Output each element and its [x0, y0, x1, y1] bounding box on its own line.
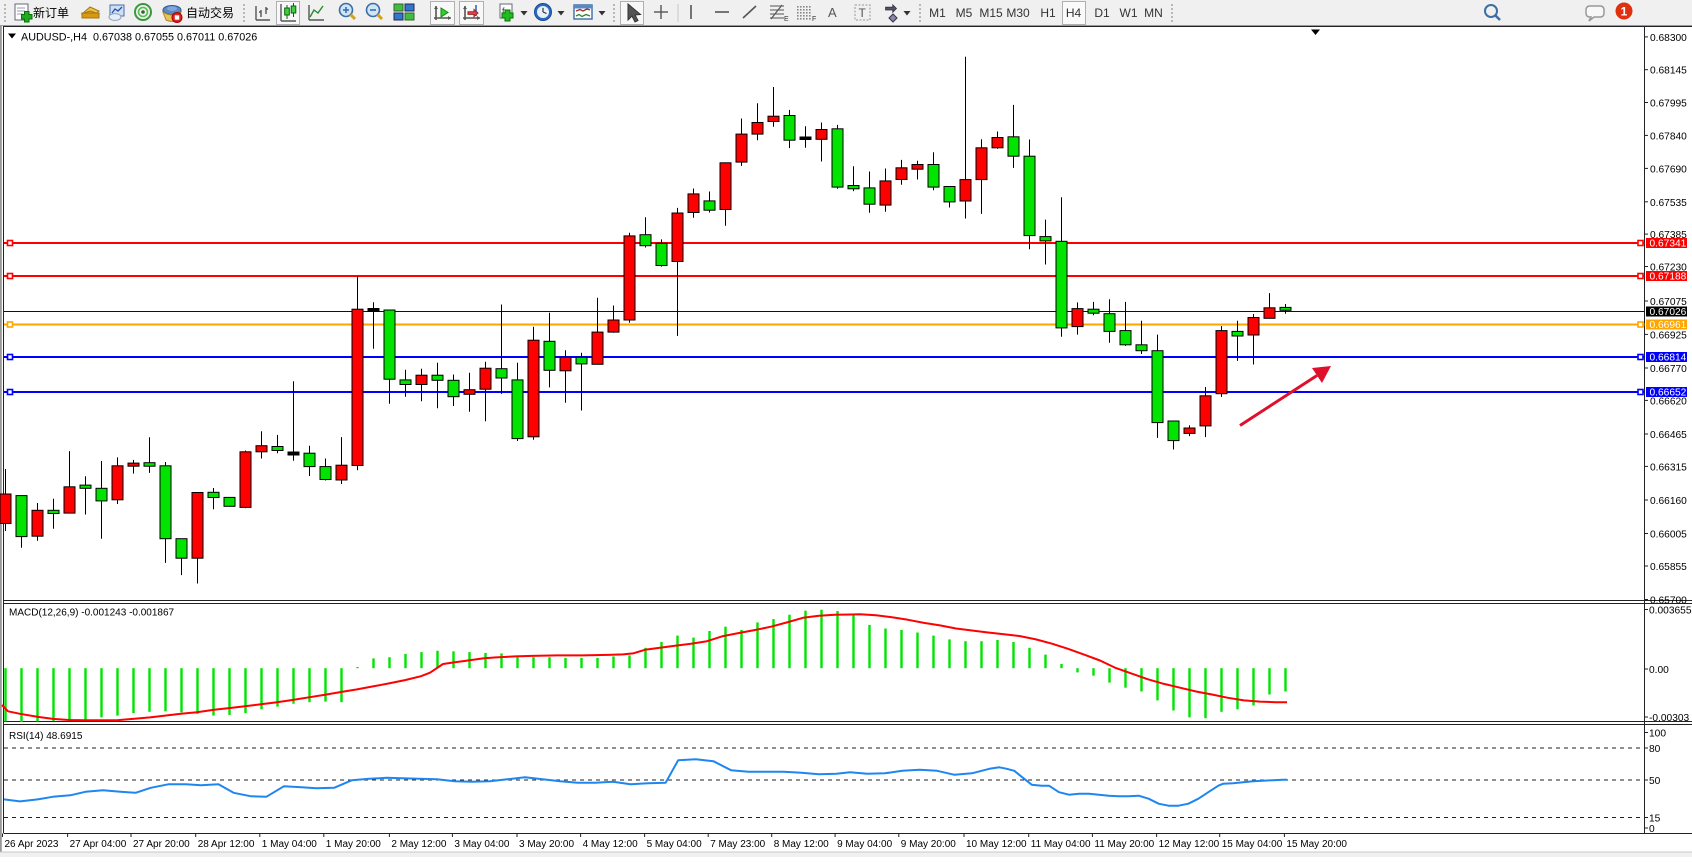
svg-text:15: 15 — [1649, 813, 1661, 824]
svg-text:0: 0 — [1649, 824, 1655, 835]
svg-text:10 May 12:00: 10 May 12:00 — [966, 839, 1027, 850]
svg-text:-0.00303: -0.00303 — [1649, 713, 1690, 724]
svg-text:T: T — [859, 6, 867, 20]
svg-text:MACD(12,26,9) -0.001243 -0.001: MACD(12,26,9) -0.001243 -0.001867 — [9, 608, 175, 619]
svg-text:3 May 04:00: 3 May 04:00 — [454, 839, 509, 850]
svg-text:0.67535: 0.67535 — [1650, 198, 1687, 209]
svg-text:0.66652: 0.66652 — [1650, 388, 1687, 399]
svg-text:1 May 20:00: 1 May 20:00 — [326, 839, 381, 850]
svg-text:M30: M30 — [1006, 6, 1030, 20]
svg-text:0.67188: 0.67188 — [1650, 272, 1687, 283]
svg-text:自动交易: 自动交易 — [186, 5, 234, 20]
svg-text:0.66160: 0.66160 — [1650, 496, 1687, 507]
svg-text:0.68145: 0.68145 — [1650, 66, 1687, 77]
svg-text:80: 80 — [1649, 744, 1661, 755]
svg-text:9 May 20:00: 9 May 20:00 — [901, 839, 956, 850]
svg-text:A: A — [828, 5, 837, 20]
svg-text:0.66814: 0.66814 — [1650, 353, 1687, 364]
svg-text:1 May 04:00: 1 May 04:00 — [262, 839, 317, 850]
svg-text:15 May 04:00: 15 May 04:00 — [1222, 839, 1283, 850]
svg-text:0.66620: 0.66620 — [1650, 396, 1687, 407]
svg-text:H4: H4 — [1066, 6, 1082, 20]
svg-text:0.68300: 0.68300 — [1650, 33, 1687, 44]
svg-text:0.66465: 0.66465 — [1650, 430, 1687, 441]
svg-text:8 May 12:00: 8 May 12:00 — [774, 839, 829, 850]
svg-text:0.67840: 0.67840 — [1650, 131, 1687, 142]
svg-text:0.66925: 0.66925 — [1650, 330, 1687, 341]
svg-text:新订单: 新订单 — [33, 5, 69, 20]
svg-text:AUDUSD-,H4 0.67038 0.67055 0.: AUDUSD-,H4 0.67038 0.67055 0.67011 0.670… — [21, 32, 257, 44]
svg-text:0.66961: 0.66961 — [1650, 320, 1687, 331]
svg-text:0.00: 0.00 — [1649, 665, 1669, 676]
svg-text:100: 100 — [1649, 728, 1666, 739]
svg-text:12 May 12:00: 12 May 12:00 — [1159, 839, 1220, 850]
svg-text:11 May 04:00: 11 May 04:00 — [1031, 839, 1091, 850]
svg-text:M5: M5 — [956, 6, 973, 20]
svg-text:28 Apr 12:00: 28 Apr 12:00 — [198, 839, 255, 850]
svg-text:0.67075: 0.67075 — [1650, 297, 1687, 308]
svg-text:0.66770: 0.66770 — [1650, 364, 1687, 375]
svg-text:H1: H1 — [1040, 6, 1056, 20]
svg-text:0.67026: 0.67026 — [1650, 307, 1687, 318]
svg-text:50: 50 — [1649, 776, 1661, 787]
svg-text:f: f — [502, 6, 505, 16]
svg-text:0.65855: 0.65855 — [1650, 562, 1687, 573]
svg-text:0.66315: 0.66315 — [1650, 462, 1687, 473]
svg-text:M15: M15 — [979, 6, 1003, 20]
svg-text:W1: W1 — [1120, 6, 1138, 20]
svg-text:0.67995: 0.67995 — [1650, 99, 1687, 110]
svg-text:7 May 23:00: 7 May 23:00 — [710, 839, 765, 850]
svg-text:0.67341: 0.67341 — [1650, 239, 1687, 250]
svg-text:4 May 12:00: 4 May 12:00 — [583, 839, 638, 850]
svg-text:0.67385: 0.67385 — [1650, 230, 1687, 241]
svg-text:3 May 20:00: 3 May 20:00 — [519, 839, 574, 850]
svg-text:0.66005: 0.66005 — [1650, 530, 1687, 541]
svg-text:D1: D1 — [1094, 6, 1110, 20]
svg-text:27 Apr 04:00: 27 Apr 04:00 — [70, 839, 127, 850]
svg-text:2 May 12:00: 2 May 12:00 — [391, 839, 446, 850]
svg-text:26 Apr 2023: 26 Apr 2023 — [5, 839, 59, 850]
svg-text:5 May 04:00: 5 May 04:00 — [647, 839, 702, 850]
svg-text:E: E — [784, 16, 789, 23]
svg-text:0.67690: 0.67690 — [1650, 164, 1687, 175]
svg-text:M1: M1 — [929, 6, 946, 20]
svg-text:RSI(14) 48.6915: RSI(14) 48.6915 — [9, 731, 83, 742]
svg-text:0.003655: 0.003655 — [1649, 605, 1692, 616]
svg-text:F: F — [812, 16, 816, 23]
svg-text:1: 1 — [1621, 5, 1628, 19]
svg-text:0.67230: 0.67230 — [1650, 263, 1687, 274]
svg-text:0.65700: 0.65700 — [1650, 596, 1687, 607]
svg-text:27 Apr 20:00: 27 Apr 20:00 — [133, 839, 190, 850]
svg-text:9 May 04:00: 9 May 04:00 — [837, 839, 892, 850]
svg-text:MN: MN — [1144, 6, 1163, 20]
svg-text:15 May 20:00: 15 May 20:00 — [1286, 839, 1347, 850]
svg-text:11 May 20:00: 11 May 20:00 — [1094, 839, 1154, 850]
